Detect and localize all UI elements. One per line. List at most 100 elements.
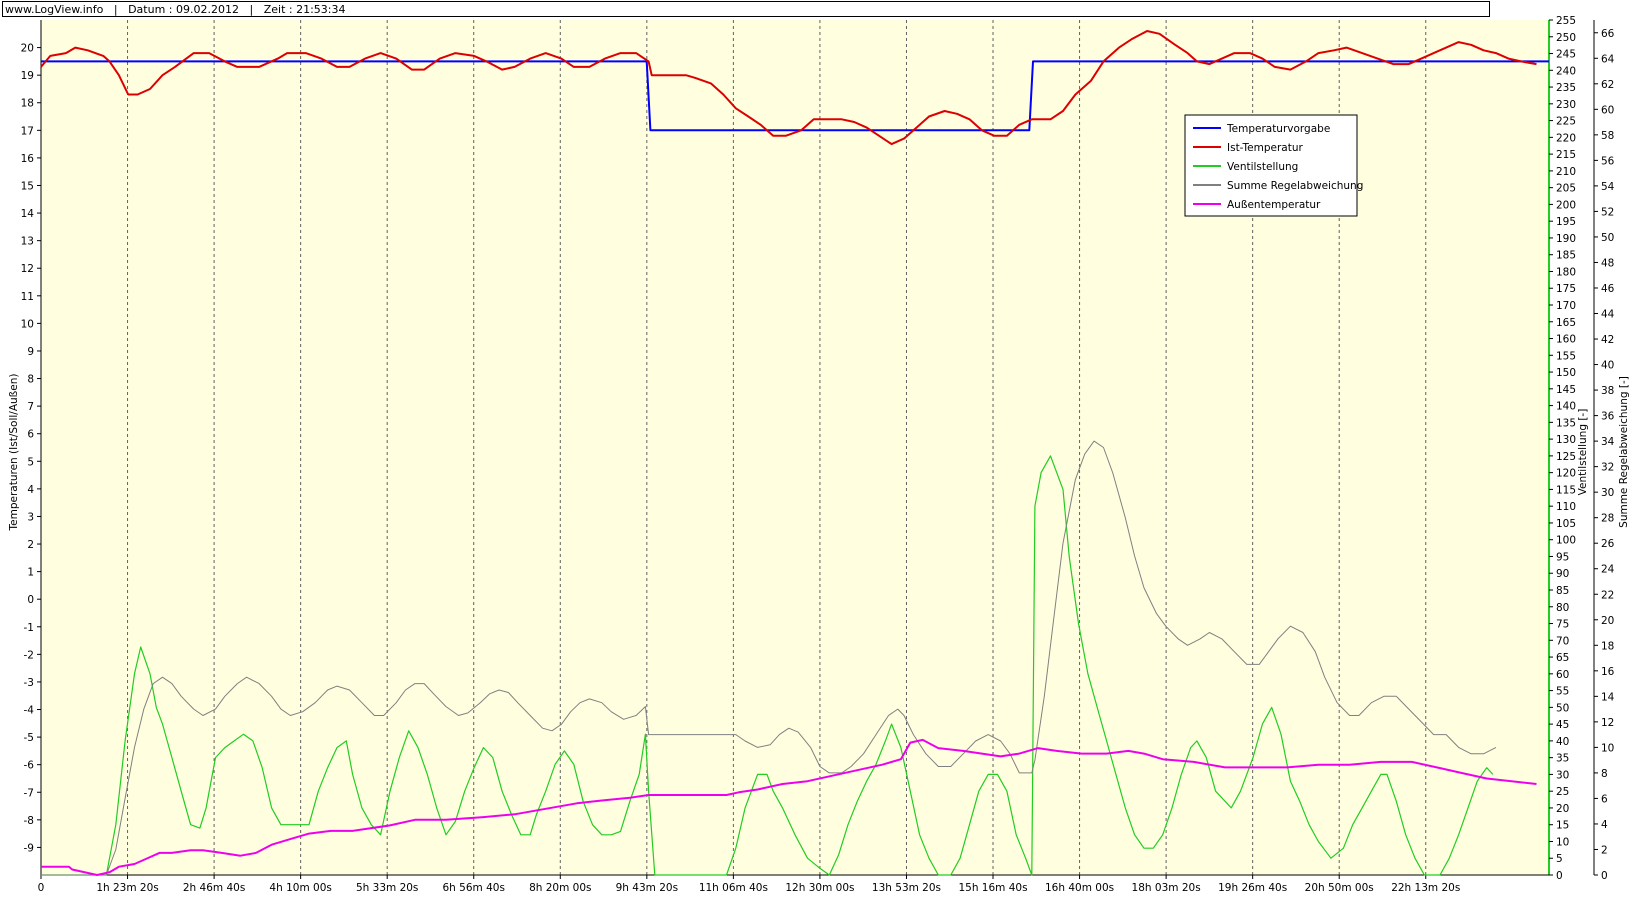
left-tick-label: 14 bbox=[21, 208, 35, 220]
right2-tick-label: 54 bbox=[1601, 181, 1615, 193]
x-tick-label: 6h 56m 40s bbox=[443, 882, 505, 894]
x-tick-label: 22h 13m 20s bbox=[1391, 882, 1460, 894]
right1-tick-label: 110 bbox=[1556, 501, 1576, 513]
right2-tick-label: 34 bbox=[1601, 436, 1615, 448]
right2-tick-label: 30 bbox=[1601, 487, 1614, 499]
left-tick-label: -5 bbox=[24, 732, 34, 744]
left-tick-label: 1 bbox=[27, 567, 34, 579]
header-separator-2: | bbox=[249, 3, 254, 16]
x-tick-label: 18h 03m 20s bbox=[1132, 882, 1201, 894]
right1-tick-label: 150 bbox=[1556, 367, 1576, 379]
right1-tick-label: 100 bbox=[1556, 535, 1576, 547]
right-axis-regelabweichung: 0246810121416182022242628303234363840424… bbox=[1593, 20, 1630, 882]
right1-tick-label: 130 bbox=[1556, 434, 1576, 446]
series-line-aussentemperatur bbox=[41, 738, 1537, 876]
left-tick-label: 9 bbox=[27, 346, 34, 358]
right1-tick-label: 95 bbox=[1556, 551, 1569, 563]
right2-tick-label: 14 bbox=[1601, 691, 1615, 703]
site-url[interactable]: www.LogView.info bbox=[5, 3, 104, 16]
x-tick-label: 9h 43m 20s bbox=[616, 882, 678, 894]
right1-tick-label: 35 bbox=[1556, 753, 1569, 765]
right2-tick-label: 32 bbox=[1601, 462, 1614, 474]
right1-tick-label: 140 bbox=[1556, 401, 1576, 413]
right2-tick-label: 62 bbox=[1601, 79, 1614, 91]
right1-tick-label: 30 bbox=[1556, 769, 1569, 781]
series-line-ventilstellung bbox=[41, 455, 1494, 876]
right1-tick-label: 70 bbox=[1556, 635, 1569, 647]
right2-tick-label: 60 bbox=[1601, 104, 1614, 116]
right2-tick-label: 0 bbox=[1601, 870, 1608, 882]
left-tick-label: 18 bbox=[21, 98, 34, 110]
left-tick-label: 4 bbox=[27, 484, 34, 496]
left-tick-label: -3 bbox=[24, 677, 34, 689]
left-tick-label: 7 bbox=[27, 401, 34, 413]
right1-tick-label: 235 bbox=[1556, 82, 1576, 94]
left-tick-label: 3 bbox=[27, 511, 34, 523]
right1-tick-label: 25 bbox=[1556, 786, 1569, 798]
right1-tick-label: 10 bbox=[1556, 836, 1569, 848]
right1-tick-label: 220 bbox=[1556, 132, 1576, 144]
right1-tick-label: 195 bbox=[1556, 216, 1576, 228]
left-tick-label: -9 bbox=[24, 842, 34, 854]
right2-axis-title: Summe Regelabweichung [-] bbox=[1618, 376, 1630, 528]
right2-tick-label: 66 bbox=[1601, 28, 1615, 40]
legend-label: Ist-Temperatur bbox=[1227, 142, 1303, 154]
legend-label: Ventilstellung bbox=[1227, 161, 1298, 173]
time-label: Zeit : 21:53:34 bbox=[263, 3, 346, 16]
left-axis: -9-8-7-6-5-4-3-2-10123456789101112131415… bbox=[8, 20, 42, 875]
right1-tick-label: 15 bbox=[1556, 820, 1569, 832]
right1-tick-label: 190 bbox=[1556, 233, 1576, 245]
left-tick-label: 10 bbox=[21, 318, 34, 330]
left-tick-label: -1 bbox=[24, 622, 34, 634]
right2-tick-label: 64 bbox=[1601, 53, 1615, 65]
x-tick-label: 16h 40m 00s bbox=[1045, 882, 1114, 894]
left-tick-label: 12 bbox=[21, 263, 34, 275]
right1-tick-label: 5 bbox=[1556, 853, 1563, 865]
left-tick-label: 16 bbox=[21, 153, 35, 165]
right1-tick-label: 105 bbox=[1556, 518, 1576, 530]
legend-label: Temperaturvorgabe bbox=[1226, 123, 1330, 135]
right2-tick-label: 48 bbox=[1601, 257, 1614, 269]
x-tick-label: 19h 26m 40s bbox=[1218, 882, 1287, 894]
left-tick-label: 17 bbox=[21, 125, 34, 137]
right2-tick-label: 8 bbox=[1601, 768, 1608, 780]
right1-axis-title: Ventilstellung [-] bbox=[1577, 409, 1589, 496]
right1-tick-label: 170 bbox=[1556, 300, 1576, 312]
right2-tick-label: 28 bbox=[1601, 513, 1614, 525]
x-tick-label: 0 bbox=[38, 882, 45, 894]
right1-tick-label: 80 bbox=[1556, 602, 1569, 614]
right1-tick-label: 120 bbox=[1556, 468, 1576, 480]
right1-tick-label: 85 bbox=[1556, 585, 1569, 597]
series-line-ist-temperatur bbox=[40, 30, 1537, 146]
right2-tick-label: 22 bbox=[1601, 589, 1614, 601]
right1-tick-label: 90 bbox=[1556, 568, 1569, 580]
right1-tick-label: 250 bbox=[1556, 32, 1576, 44]
x-tick-label: 11h 06m 40s bbox=[699, 882, 768, 894]
status-header: www.LogView.info | Datum : 09.02.2012 | … bbox=[2, 1, 1490, 17]
series-line-summe-regelabweichung bbox=[41, 440, 1497, 876]
series-layer bbox=[40, 30, 1549, 876]
x-axis: 0 1h 23m 20s 2h 46m 40s 4h 10m 00s 5h 33m 20… bbox=[38, 874, 1549, 894]
right2-tick-label: 16 bbox=[1601, 666, 1615, 678]
right1-tick-label: 160 bbox=[1556, 334, 1576, 346]
left-axis-title: Temperaturen (Ist/Soll/Außen) bbox=[8, 374, 20, 532]
left-tick-label: 2 bbox=[27, 539, 34, 551]
right2-tick-label: 18 bbox=[1601, 640, 1614, 652]
chart-legend: Temperaturvorgabe Ist-Temperatur Ventilste… bbox=[1184, 114, 1363, 217]
right1-tick-label: 205 bbox=[1556, 183, 1576, 195]
right1-tick-label: 0 bbox=[1556, 870, 1563, 882]
right2-tick-label: 38 bbox=[1601, 385, 1614, 397]
right1-tick-label: 60 bbox=[1556, 669, 1569, 681]
right1-tick-label: 240 bbox=[1556, 65, 1576, 77]
right2-tick-label: 36 bbox=[1601, 411, 1615, 423]
left-tick-label: 19 bbox=[21, 70, 34, 82]
right1-tick-label: 40 bbox=[1556, 736, 1569, 748]
right1-tick-label: 75 bbox=[1556, 619, 1569, 631]
left-tick-label: 6 bbox=[27, 429, 34, 441]
right2-tick-label: 50 bbox=[1601, 232, 1614, 244]
right-axis-ventil: 0 5 10 15 20 25 30 35 40 45 50 55 60 65 70 75 80 85 90 95 10… bbox=[1548, 15, 1589, 882]
right1-tick-label: 200 bbox=[1556, 199, 1576, 211]
right1-tick-label: 225 bbox=[1556, 116, 1576, 128]
left-tick-label: -7 bbox=[24, 787, 34, 799]
left-tick-label: 8 bbox=[27, 374, 34, 386]
